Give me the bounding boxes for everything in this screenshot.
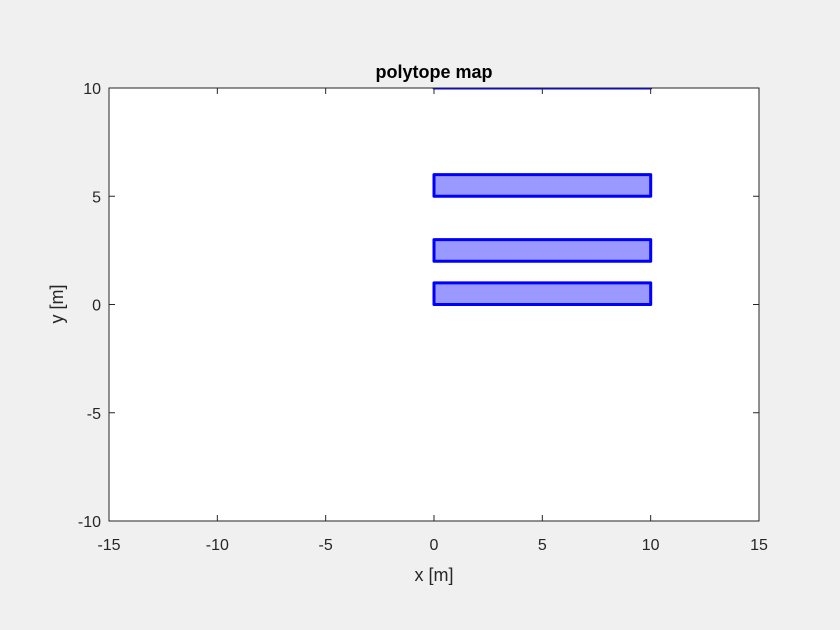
y-tick-label: 0 — [92, 298, 101, 315]
x-tick-label: -15 — [97, 537, 120, 554]
x-tick-label: -5 — [319, 537, 333, 554]
axes: -15 -10 -5 0 5 10 15 -10 -5 0 5 10 — [78, 81, 768, 554]
x-axis-label: x [m] — [415, 565, 454, 585]
polytope-2 — [432, 238, 653, 263]
y-tick-label: 10 — [83, 81, 101, 98]
y-tick-label: -5 — [87, 406, 101, 423]
polytope-3 — [432, 173, 653, 198]
chart-title: polytope map — [375, 62, 492, 82]
x-tick-label: 10 — [642, 537, 660, 554]
y-tick-label: -10 — [78, 514, 101, 531]
polytope-1 — [432, 281, 653, 306]
polytope-layer — [432, 88, 653, 306]
x-tick-label: -10 — [206, 537, 229, 554]
x-tick-label: 5 — [538, 537, 547, 554]
x-tick-label: 0 — [430, 537, 439, 554]
y-axis-label: y [m] — [47, 285, 67, 324]
y-tick-label: 5 — [92, 189, 101, 206]
x-tick-label: 15 — [750, 537, 768, 554]
